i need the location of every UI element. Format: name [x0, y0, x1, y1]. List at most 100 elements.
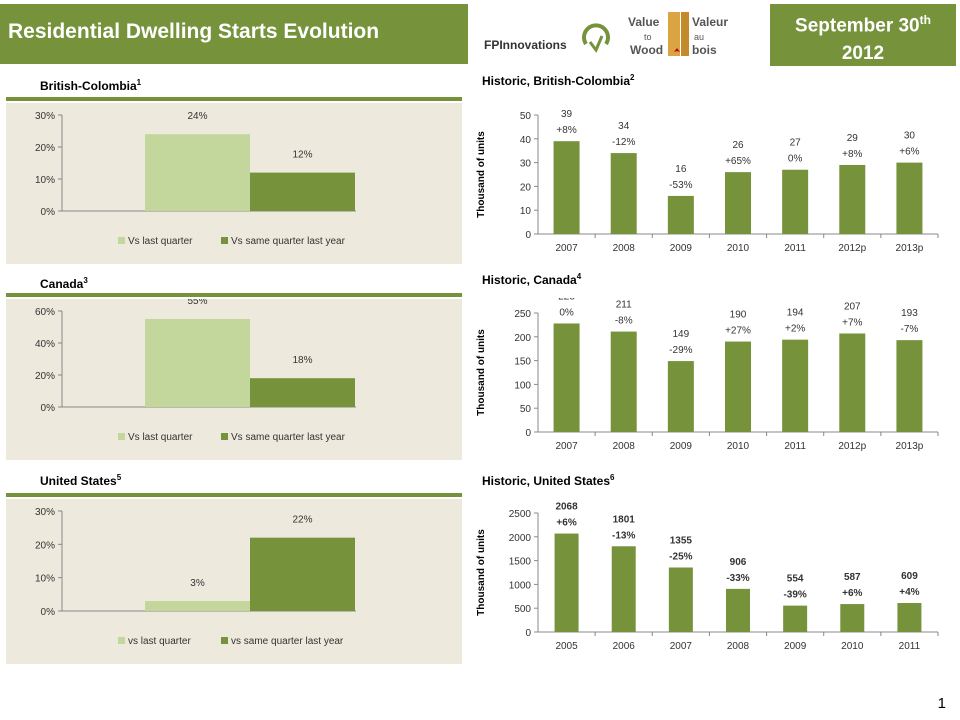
header-bar	[0, 4, 468, 64]
y-tick-label: 30%	[35, 507, 55, 518]
bar	[611, 546, 636, 632]
bar	[782, 169, 809, 234]
hist-us-title: Historic, United States6	[482, 473, 615, 488]
data-label-value: 906	[730, 557, 747, 568]
data-label-value: 26	[732, 140, 744, 151]
x-tick-label: 2007	[670, 641, 693, 652]
value-to-wood-logo: Value to Wood Valeur au bois	[628, 12, 728, 57]
data-label-value: 2068	[555, 502, 578, 513]
x-tick-label: 2009	[784, 641, 807, 652]
bar	[896, 162, 923, 234]
hist-us-chart: 0 500 1000 1500 2000 2500 Thousand of units 200…	[476, 502, 939, 652]
bar	[145, 601, 250, 611]
data-label-value: 1801	[613, 514, 636, 525]
y-tick-label: 1000	[509, 580, 532, 591]
bar	[725, 341, 751, 432]
data-label-value: 34	[618, 121, 630, 132]
data-label-value: 1355	[670, 536, 693, 547]
x-tick-label: 2009	[670, 243, 693, 254]
y-tick-label: 10	[520, 206, 532, 217]
vtw-to-text: to	[644, 32, 652, 42]
data-label-change: +65%	[725, 156, 751, 167]
canada-panel-rule	[6, 293, 462, 297]
logo-area: FPInnovations Value to Wood Valeur au bo…	[468, 4, 768, 64]
legend-swatch	[118, 237, 125, 244]
x-tick-label: 2013p	[896, 441, 924, 452]
vtw-wood-text: Wood	[630, 43, 663, 57]
data-label-change: +6%	[842, 588, 862, 599]
data-label-change: -25%	[669, 552, 692, 563]
date-line-1: September 30th	[795, 13, 931, 37]
bar	[839, 333, 866, 432]
partner-logos: FPInnovations Value to Wood Valeur au bo…	[484, 12, 728, 57]
y-tick-label: 40	[520, 135, 532, 146]
data-label-change: 0%	[559, 307, 574, 318]
bar	[145, 134, 250, 211]
y-tick-label: 10%	[35, 574, 55, 585]
fpinnovations-logo: FPInnovations	[484, 23, 610, 53]
data-label-value: 587	[844, 572, 861, 583]
data-label: 18%	[292, 355, 312, 366]
vtw-valeur-text: Valeur	[692, 15, 728, 29]
bar	[667, 195, 694, 234]
hist-bc-title: Historic, British-Colombia2	[482, 73, 635, 88]
us-panel-title: United States5	[40, 473, 122, 488]
x-tick-label: 2010	[727, 243, 750, 254]
data-label-change: -33%	[726, 573, 749, 584]
page-title: Residential Dwelling Starts Evolution	[8, 20, 380, 43]
data-label-value: 211	[616, 300, 632, 311]
y-tick-label: 0	[525, 230, 531, 241]
bar	[896, 340, 923, 432]
legend-label: Vs last quarter	[128, 236, 193, 247]
data-label-value: 29	[847, 133, 859, 144]
bar	[667, 361, 694, 432]
data-label-change: +4%	[899, 587, 919, 598]
x-tick-label: 2007	[555, 441, 578, 452]
legend-swatch	[118, 637, 125, 644]
y-tick-label: 0	[525, 628, 531, 639]
x-tick-label: 2011	[899, 641, 921, 652]
y-tick-label: 250	[514, 309, 531, 320]
y-tick-label: 150	[514, 357, 531, 368]
y-tick-label: 30	[520, 159, 532, 170]
y-tick-label: 50	[520, 111, 532, 122]
y-tick-label: 10%	[35, 175, 55, 186]
x-tick-label: 2006	[613, 641, 636, 652]
x-tick-label: 2012p	[838, 243, 866, 254]
data-label-value: 554	[787, 574, 804, 585]
y-tick-label: 500	[514, 604, 531, 615]
data-label-value: 16	[675, 164, 687, 175]
y-tick-label: 2000	[509, 533, 532, 544]
data-label-value: 190	[730, 310, 747, 321]
data-label: 22%	[292, 515, 312, 526]
data-label-change: -8%	[615, 316, 633, 327]
y-tick-label: 100	[514, 380, 531, 391]
data-label-change: -12%	[612, 137, 635, 148]
data-label-value: 194	[787, 308, 804, 319]
date-line-2: 2012	[841, 43, 885, 65]
bar	[725, 172, 751, 234]
data-label-change: 0%	[788, 154, 803, 165]
fpinnovations-wordmark: FPInnovations	[484, 38, 567, 52]
fpinnovations-arc-icon	[582, 23, 610, 46]
bc-panel: 0% 10% 20% 30% 24% 12% Vs last quarter Vs same …	[6, 103, 462, 264]
bar	[145, 319, 250, 407]
x-tick-label: 2011	[784, 243, 806, 254]
vtw-bois-text: bois	[692, 43, 717, 57]
fpinnovations-check-icon	[588, 35, 604, 53]
hist-bc-chart: 0 10 20 30 40 50 Thousand of units 2007 39 +8% 200…	[476, 109, 939, 254]
y-axis-title: Thousand of units	[476, 329, 487, 416]
data-label-change: -29%	[669, 345, 692, 356]
data-label-value: 27	[790, 138, 802, 149]
x-tick-label: 2009	[670, 441, 693, 452]
y-tick-label: 20%	[35, 540, 55, 551]
y-tick-label: 0%	[41, 403, 56, 414]
data-label: 12%	[292, 150, 312, 161]
data-label-value: 30	[904, 131, 916, 142]
canada-change-chart: 0% 20% 40% 60% 55% 18% Vs last quarter Vs same …	[35, 296, 356, 443]
x-tick-label: 2007	[555, 243, 578, 254]
bc-panel-title: British-Colombia1	[40, 78, 142, 93]
x-tick-label: 2010	[841, 641, 864, 652]
data-label-change: -39%	[783, 590, 806, 601]
y-axis-title: Thousand of units	[476, 131, 487, 218]
